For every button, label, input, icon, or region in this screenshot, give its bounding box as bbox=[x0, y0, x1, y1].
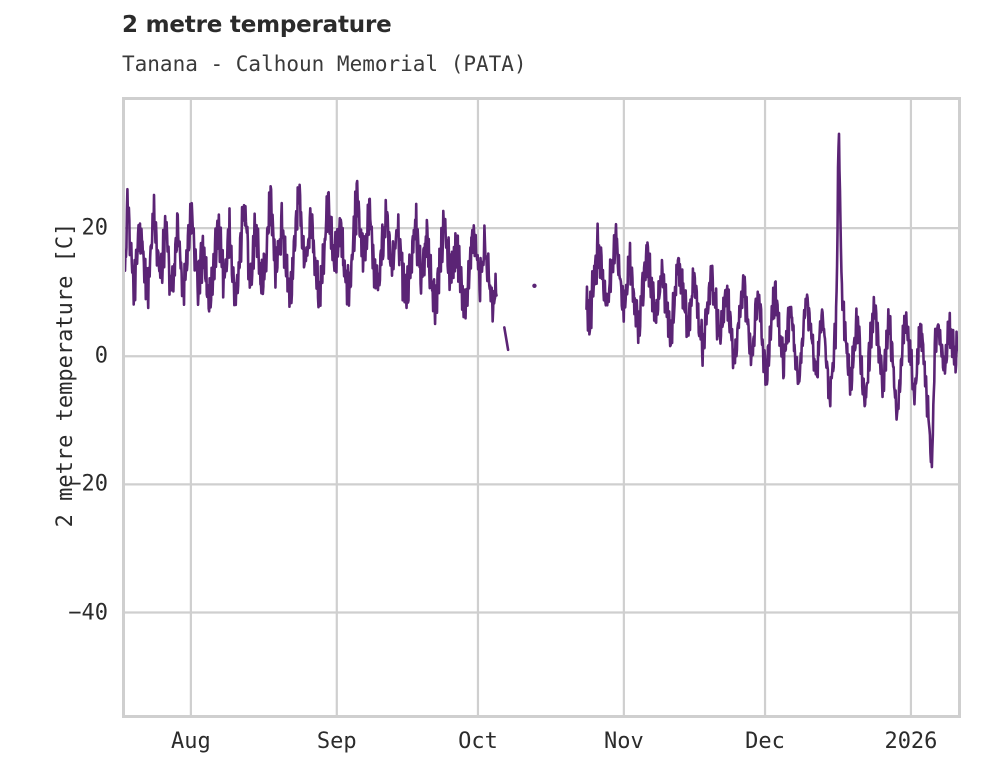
y-tick-label: −20 bbox=[68, 471, 108, 497]
plot-area bbox=[122, 97, 961, 718]
chart-subtitle: Tanana - Calhoun Memorial (PATA) bbox=[122, 52, 527, 76]
x-tick-label: Aug bbox=[171, 729, 211, 754]
series-line-fragment bbox=[503, 326, 510, 352]
x-tick-label: Nov bbox=[603, 729, 644, 754]
grid-lines bbox=[125, 100, 958, 715]
plot-svg bbox=[125, 100, 958, 715]
x-tick-label: Sep bbox=[316, 729, 357, 754]
y-axis-ticks: 20 0 −20 −40 bbox=[0, 0, 108, 782]
y-tick-label: −40 bbox=[68, 600, 108, 625]
isolated-data-point bbox=[532, 283, 537, 288]
x-tick-label: 2026 bbox=[884, 729, 938, 754]
y-tick-label: 20 bbox=[81, 215, 109, 241]
series-group bbox=[125, 132, 958, 469]
x-tick-label: Oct bbox=[458, 729, 498, 754]
y-tick-label: 0 bbox=[94, 343, 108, 369]
series-line-temperature-winter bbox=[585, 132, 958, 469]
x-tick-label: Dec bbox=[745, 729, 785, 754]
series-line-temperature-summer-autumn bbox=[125, 179, 498, 326]
chart-title: 2 metre temperature bbox=[122, 12, 392, 38]
